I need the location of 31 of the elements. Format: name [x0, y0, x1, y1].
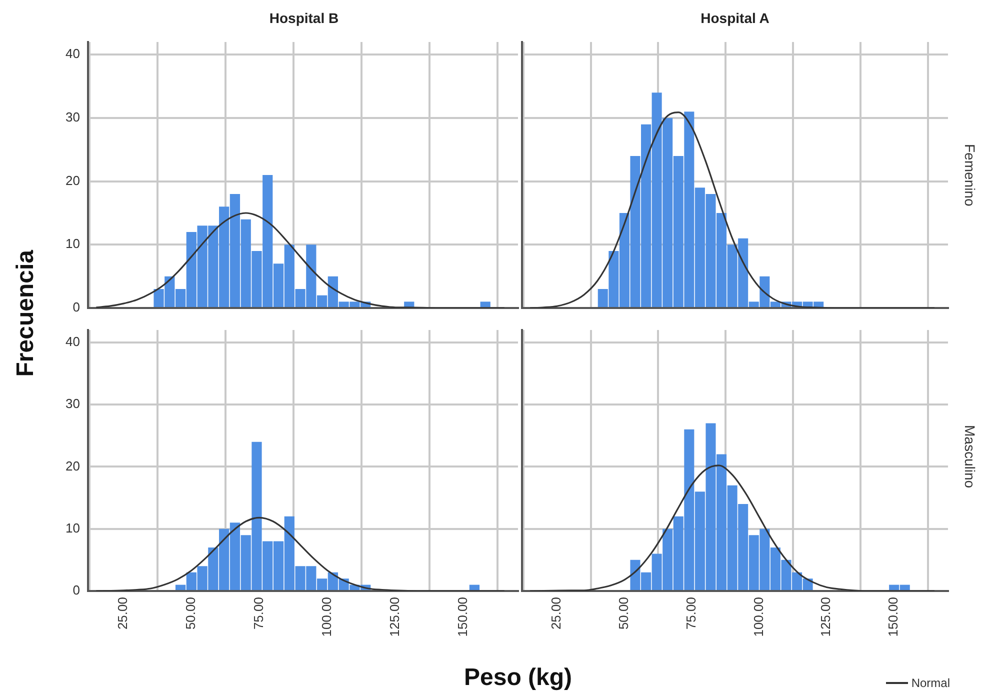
y-tick-label: 40 [66, 46, 80, 62]
x-tick-label: 100.00 [319, 597, 334, 637]
x-tick-label: 75.00 [251, 597, 266, 630]
x-tick-label: 25.00 [114, 597, 130, 630]
y-tick-label: 0 [72, 300, 80, 315]
y-tick-label: 30 [66, 110, 80, 125]
y-tick-label: 30 [66, 396, 80, 412]
y-tick-label: 10 [66, 520, 80, 536]
y-tick-label: 20 [66, 458, 80, 474]
x-tick-label: 75.00 [683, 597, 698, 630]
y2-axis-title: Femenino [962, 144, 978, 207]
x-axis-title: Peso (kg) [464, 664, 572, 691]
line-series [95, 516, 506, 591]
y-tick-label: 0 [72, 582, 80, 598]
x-tick-label: 125.00 [818, 597, 834, 637]
y-tick-label: 20 [66, 172, 80, 188]
legend-label: Normal [911, 676, 950, 690]
chart-title: Hospital A [700, 10, 770, 26]
x-tick-label: 25.00 [548, 597, 564, 630]
x-tick-label: 100.00 [750, 597, 766, 637]
x-tick-label: 150.00 [886, 597, 901, 637]
y-tick-label: 40 [66, 334, 80, 350]
x-tick-label: 150.00 [455, 597, 470, 637]
y-tick-label: 10 [66, 236, 80, 252]
y-axis-title: Frecuencia [12, 250, 40, 376]
x-tick-label: 50.00 [616, 597, 632, 630]
x-tick-label: 50.00 [182, 597, 198, 630]
line-series [95, 212, 506, 308]
chart-title: Hospital B [268, 10, 340, 26]
x-tick-label: 125.00 [387, 597, 402, 637]
y2-axis-title: Masculino [962, 425, 978, 489]
